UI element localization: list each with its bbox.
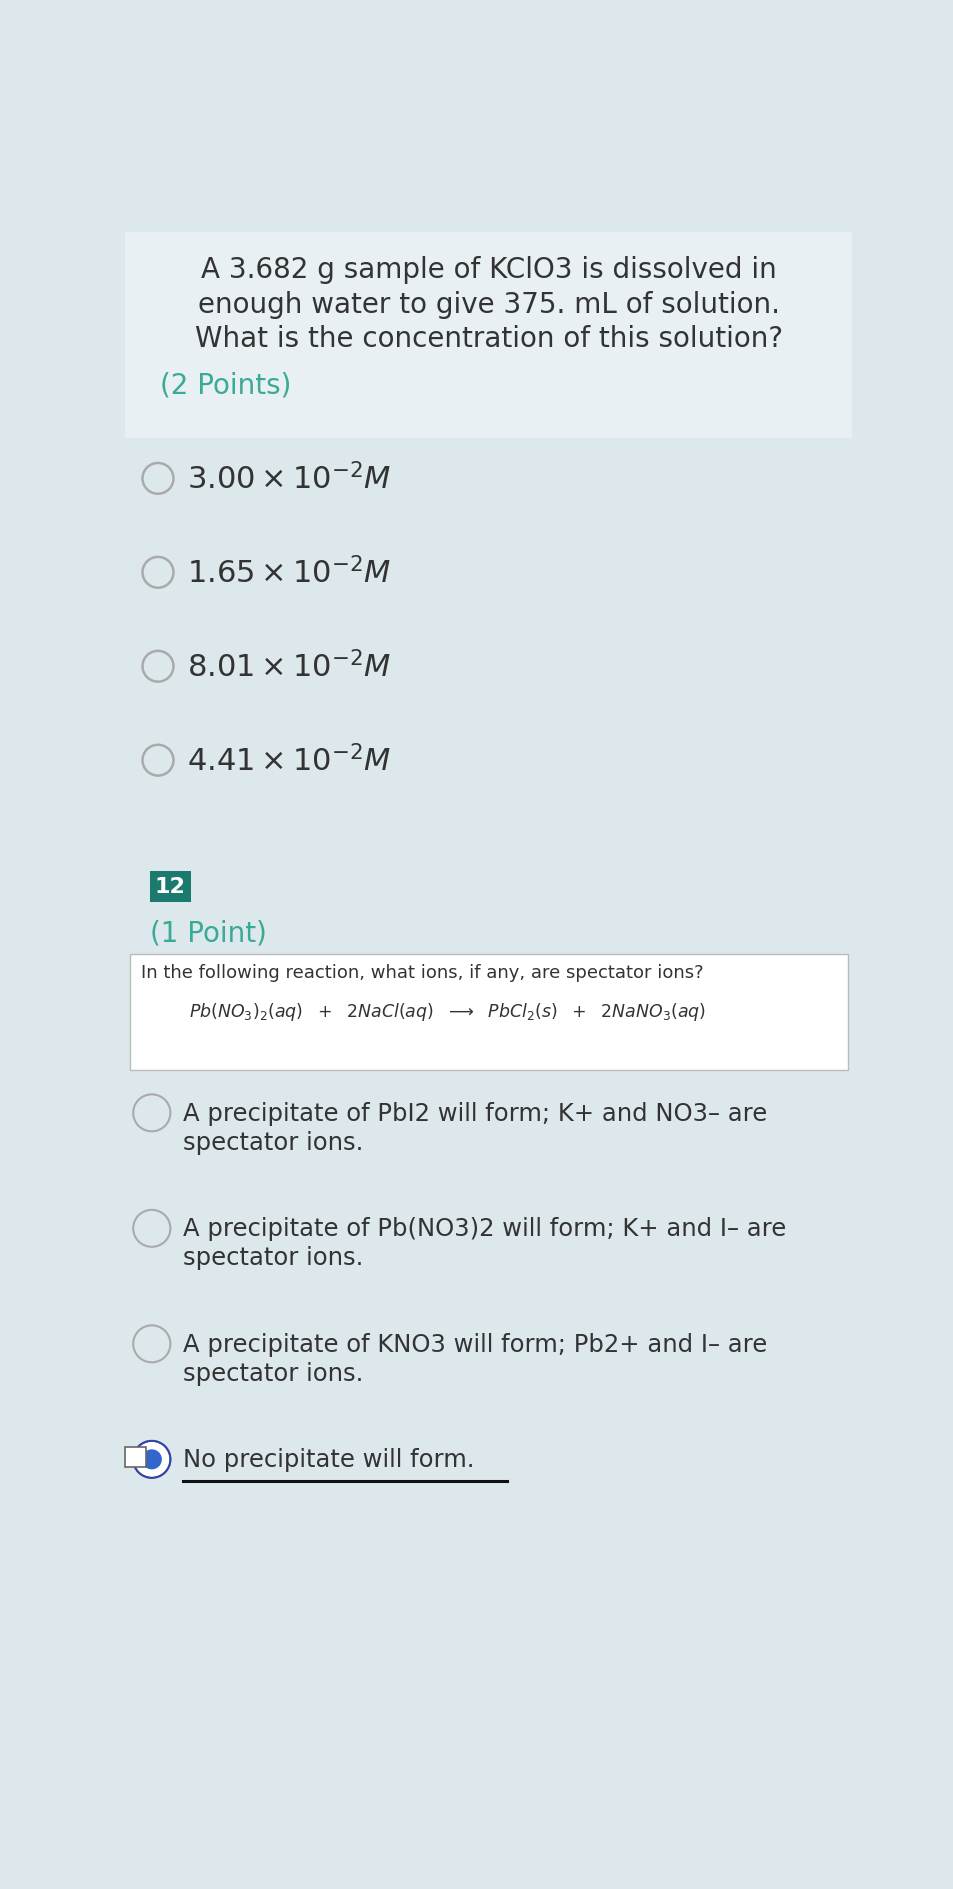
Text: No precipitate will form.: No precipitate will form. <box>183 1447 474 1472</box>
Text: A precipitate of PbI2 will form; K+ and NO3– are: A precipitate of PbI2 will form; K+ and … <box>183 1101 766 1126</box>
Text: A precipitate of Pb(NO3)2 will form; K+ and I– are: A precipitate of Pb(NO3)2 will form; K+ … <box>183 1217 785 1241</box>
FancyBboxPatch shape <box>150 871 191 903</box>
FancyBboxPatch shape <box>125 232 852 438</box>
Text: What is the concentration of this solution?: What is the concentration of this soluti… <box>194 325 782 353</box>
Text: spectator ions.: spectator ions. <box>183 1362 363 1385</box>
Circle shape <box>133 1441 171 1477</box>
FancyBboxPatch shape <box>125 1447 146 1468</box>
FancyBboxPatch shape <box>130 954 847 1071</box>
Text: 12: 12 <box>154 876 186 897</box>
Text: enough water to give 375. mL of solution.: enough water to give 375. mL of solution… <box>197 291 780 319</box>
Text: $Pb(NO_3)_2(aq)\ \ +\ \ 2NaCl(aq)\ \ \longrightarrow\ \ PbCl_2(s)\ \ +\ \ 2NaNO_: $Pb(NO_3)_2(aq)\ \ +\ \ 2NaCl(aq)\ \ \lo… <box>189 1001 705 1022</box>
Text: (1 Point): (1 Point) <box>150 920 267 946</box>
Text: spectator ions.: spectator ions. <box>183 1245 363 1269</box>
Text: A 3.682 g sample of KClO3 is dissolved in: A 3.682 g sample of KClO3 is dissolved i… <box>201 255 776 283</box>
Text: spectator ions.: spectator ions. <box>183 1130 363 1154</box>
Text: (2 Points): (2 Points) <box>159 372 291 399</box>
Text: $3.00 \times 10^{-2}M$: $3.00 \times 10^{-2}M$ <box>187 463 392 495</box>
Text: A precipitate of KNO3 will form; Pb2+ and I– are: A precipitate of KNO3 will form; Pb2+ an… <box>183 1332 766 1356</box>
Text: In the following reaction, what ions, if any, are spectator ions?: In the following reaction, what ions, if… <box>141 963 703 982</box>
Text: $1.65 \times 10^{-2}M$: $1.65 \times 10^{-2}M$ <box>187 557 392 589</box>
Text: $4.41 \times 10^{-2}M$: $4.41 \times 10^{-2}M$ <box>187 744 392 776</box>
Circle shape <box>142 1449 162 1470</box>
Text: $8.01 \times 10^{-2}M$: $8.01 \times 10^{-2}M$ <box>187 650 392 684</box>
